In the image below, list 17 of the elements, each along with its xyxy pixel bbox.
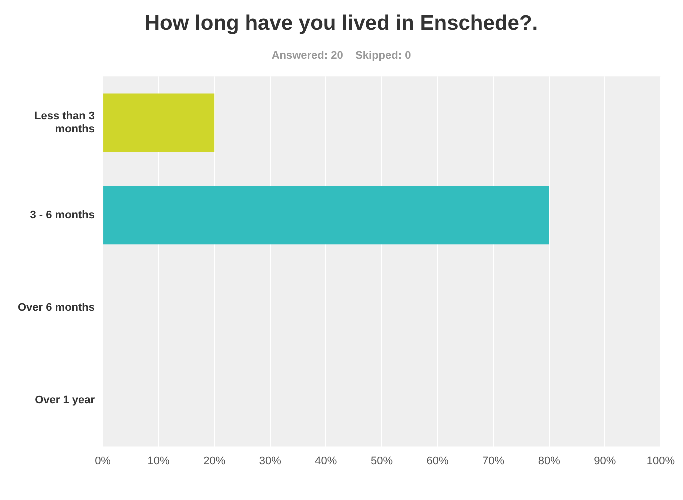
x-tick-label: 40%	[315, 455, 338, 468]
x-tick-label: 100%	[646, 455, 676, 468]
x-tick-label: 90%	[594, 455, 616, 468]
x-tick-label: 30%	[259, 455, 282, 468]
x-tick-label: 70%	[482, 455, 505, 468]
y-tick-label: Over 6 months	[18, 302, 96, 314]
x-tick-label: 20%	[204, 455, 226, 468]
x-tick-label: 0%	[95, 455, 112, 468]
chart-subtitle: Answered: 20 Skipped: 0	[270, 50, 412, 62]
y-tick-label: Less than 3 months	[34, 110, 96, 136]
chart-title: How long have you lived in Enschede?.	[144, 12, 540, 36]
y-tick-label: 3 - 6 months	[30, 209, 96, 222]
x-tick-label: 60%	[426, 455, 449, 468]
y-tick-label: Over 1 year	[35, 394, 96, 407]
x-tick-label: 10%	[148, 455, 170, 468]
x-tick-label: 80%	[538, 455, 561, 468]
x-tick-label: 50%	[370, 455, 394, 468]
